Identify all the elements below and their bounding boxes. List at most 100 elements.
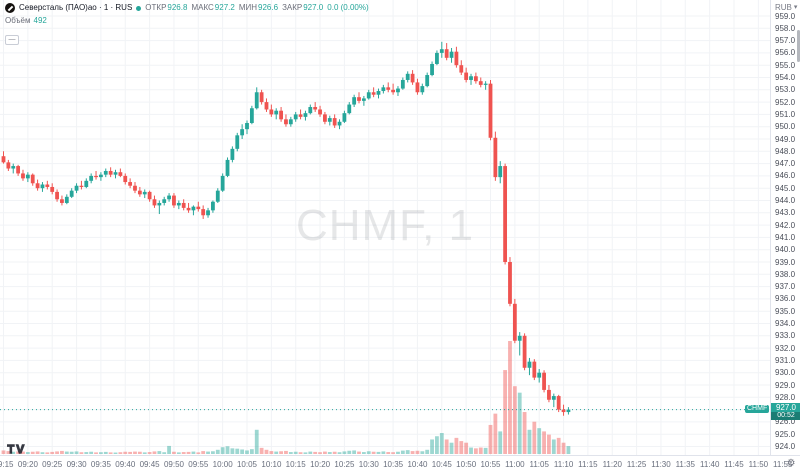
price-tick-label: 959.0 xyxy=(775,11,796,21)
time-tick-label: 10:35 xyxy=(383,460,404,469)
chevron-down-icon: ▾ xyxy=(793,3,798,11)
time-tick-label: 10:00 xyxy=(212,460,233,469)
price-tick-label: 945.0 xyxy=(775,183,796,193)
price-tick-label: 953.0 xyxy=(775,85,796,95)
price-tick-label: 941.0 xyxy=(775,232,796,242)
price-tick-label: 928.0 xyxy=(775,392,796,402)
low-value: 926.6 xyxy=(258,3,279,12)
price-tick-label: 947.0 xyxy=(775,159,796,169)
time-tick-label: 11:50 xyxy=(748,460,769,469)
candlestick-chart-canvas[interactable] xyxy=(0,0,770,455)
time-tick-label: 11:40 xyxy=(699,460,720,469)
last-price-value: 927.0 xyxy=(771,403,800,412)
time-tick-label: 11:45 xyxy=(724,460,744,469)
time-tick-label: 10:15 xyxy=(285,460,306,469)
high-value: 927.2 xyxy=(214,3,235,12)
price-tick-label: 936.0 xyxy=(775,294,796,304)
price-tick-label: 930.0 xyxy=(775,368,796,378)
price-tick-label: 940.0 xyxy=(775,245,796,255)
price-tick-label: 937.0 xyxy=(775,282,796,292)
time-tick-label: 09:35 xyxy=(90,460,111,469)
time-tick-label: 09:40 xyxy=(115,460,136,469)
price-tick-label: 931.0 xyxy=(775,355,796,365)
price-tick-label: 944.0 xyxy=(775,196,796,205)
time-tick-label: 09:45 xyxy=(139,460,160,469)
time-tick-label: 10:30 xyxy=(358,460,379,469)
time-tick-label: 09:15 xyxy=(0,460,14,469)
currency-selector[interactable]: RUB ▾ xyxy=(775,3,797,12)
volume-series xyxy=(1,341,571,454)
time-tick-label: 09:20 xyxy=(17,460,38,469)
scrollbar-thumb[interactable] xyxy=(797,30,800,62)
price-tick-label: 939.0 xyxy=(775,257,796,267)
time-tick-label: 11:00 xyxy=(505,460,525,469)
time-tick-label: 11:25 xyxy=(626,460,647,469)
time-scale-settings-button[interactable]: ⚙ xyxy=(784,457,798,471)
time-tick-label: 11:10 xyxy=(553,460,574,469)
time-tick-label: 10:05 xyxy=(236,460,258,469)
price-tick-label: 950.0 xyxy=(775,122,796,132)
price-tick-label: 948.0 xyxy=(775,146,796,156)
last-price-label: 927.0 00:52 xyxy=(771,403,800,420)
price-tick-label: 946.0 xyxy=(775,171,796,181)
price-scale[interactable]: RUB ▾ 959.0 958.0 957.0 956.0 955.0 954.0 953.… xyxy=(770,0,800,455)
price-tick-label: 943.0 xyxy=(775,208,796,218)
price-tick-label: 954.0 xyxy=(775,73,796,82)
candlestick-series xyxy=(1,41,571,416)
price-tick-label: 942.0 xyxy=(775,220,796,230)
currency-label: RUB xyxy=(775,3,792,12)
price-tick-label: 952.0 xyxy=(775,97,796,107)
price-tick-label: 925.0 xyxy=(775,429,796,439)
price-tick-label: 955.0 xyxy=(775,60,796,70)
tradingview-logo-icon xyxy=(7,444,25,454)
volume-value: 492 xyxy=(33,16,47,25)
legend: Северсталь (ПАО)ао · 1 · RUS ОТКР 926.8 … xyxy=(5,3,369,46)
symbol-logo-icon[interactable] xyxy=(5,3,15,13)
legend-collapse-button[interactable]: — xyxy=(5,34,19,45)
legend-controls: — xyxy=(5,28,369,46)
time-tick-label: 11:05 xyxy=(529,460,549,469)
close-value: 927.0 xyxy=(303,3,324,12)
time-tick-label: 11:30 xyxy=(651,460,671,469)
tradingview-logo[interactable] xyxy=(7,441,25,459)
severstal-logo-glyph xyxy=(7,5,13,11)
price-tick-label: 926.0 xyxy=(775,417,796,427)
bar-countdown: 00:52 xyxy=(771,412,800,420)
price-tick-label: 934.0 xyxy=(775,319,796,328)
price-tick-label: 958.0 xyxy=(775,23,796,33)
time-tick-label: 10:45 xyxy=(431,460,452,469)
time-tick-label: 09:55 xyxy=(188,460,209,469)
open-label: ОТКР xyxy=(145,3,167,12)
price-tick-label: 957.0 xyxy=(775,36,796,46)
volume-label[interactable]: Объём xyxy=(5,16,31,25)
change-value: 0.0 (0.00%) xyxy=(327,3,369,12)
high-label: МАКС xyxy=(191,3,214,12)
ohlc-low: МИН 926.6 xyxy=(239,3,278,13)
price-tick-label: 932.0 xyxy=(775,343,796,353)
price-tick-label: 956.0 xyxy=(775,48,796,58)
time-tick-label: 11:20 xyxy=(602,460,623,469)
volume-row: Объём 492 xyxy=(5,16,369,25)
price-tick-label: 924.0 xyxy=(775,442,796,451)
data-status-icon[interactable] xyxy=(136,5,142,11)
ohlc-open: ОТКР 926.8 xyxy=(145,3,187,13)
chart-pane[interactable]: CHMF, 1 Северсталь (ПАО)ао · 1 · RUS ОТК… xyxy=(0,0,770,455)
time-tick-label: 10:20 xyxy=(310,460,331,469)
time-tick-label: 09:50 xyxy=(163,460,185,469)
time-tick-label: 10:25 xyxy=(334,460,355,469)
legend-main-row: Северсталь (ПАО)ао · 1 · RUS ОТКР 926.8 … xyxy=(5,3,369,13)
time-tick-label: 10:55 xyxy=(480,460,501,469)
price-tick-label: 929.0 xyxy=(775,380,796,390)
time-tick-label: 10:40 xyxy=(407,460,428,469)
price-tick-label: 935.0 xyxy=(775,306,796,316)
symbol-title[interactable]: Северсталь (ПАО)ао · 1 · RUS xyxy=(19,3,133,12)
symbol-price-flag: CHMF xyxy=(745,405,770,413)
ohlc-high: МАКС 927.2 xyxy=(191,3,234,13)
time-tick-label: 09:25 xyxy=(42,460,63,469)
open-value: 926.8 xyxy=(167,3,188,12)
time-tick-label: 10:50 xyxy=(456,460,477,469)
price-tick-label: 949.0 xyxy=(775,134,796,144)
price-tick-label: 933.0 xyxy=(775,331,796,341)
